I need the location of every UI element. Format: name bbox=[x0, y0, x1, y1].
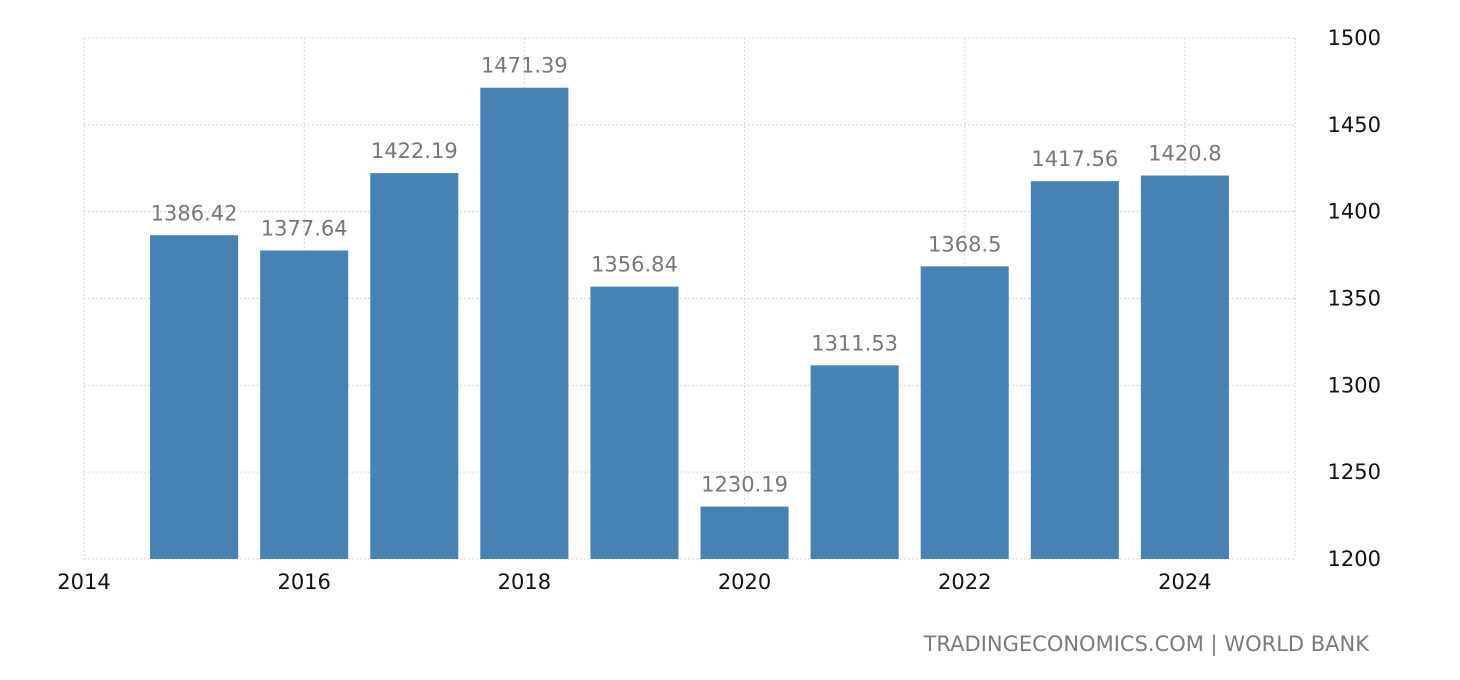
bars: 1386.42 1377.64 1422.19 1471.39 1356.84 1230.… bbox=[150, 54, 1229, 559]
bar-2018 bbox=[480, 87, 569, 559]
data-label: 1386.42 bbox=[151, 201, 238, 225]
bar-2023 bbox=[1030, 181, 1119, 559]
data-label: 1422.19 bbox=[371, 139, 458, 163]
y-tick-label: 1500 bbox=[1328, 26, 1381, 50]
data-label: 1311.53 bbox=[811, 331, 898, 355]
data-label: 1368.5 bbox=[928, 232, 1001, 256]
y-tick-label: 1400 bbox=[1328, 200, 1381, 224]
x-tick-label: 2024 bbox=[1158, 570, 1211, 594]
data-label: 1417.56 bbox=[1031, 147, 1118, 171]
x-tick-label: 2014 bbox=[57, 570, 110, 594]
bar-2024 bbox=[1140, 175, 1229, 559]
x-tick-label: 2016 bbox=[277, 570, 330, 594]
data-label: 1356.84 bbox=[591, 253, 678, 277]
x-tick-label: 2020 bbox=[718, 570, 771, 594]
y-tick-label: 1450 bbox=[1328, 113, 1381, 137]
y-tick-label: 1300 bbox=[1328, 373, 1381, 397]
y-tick-label: 1200 bbox=[1328, 547, 1381, 571]
source-label: TRADINGECONOMICS.COM | WORLD BANK bbox=[923, 632, 1371, 657]
data-label: 1230.19 bbox=[701, 473, 788, 497]
bar-2016 bbox=[260, 250, 349, 559]
data-label: 1471.39 bbox=[481, 54, 568, 78]
y-tick-label: 1350 bbox=[1328, 287, 1381, 311]
x-axis: 2014 2016 2018 2020 2022 2024 bbox=[57, 570, 1211, 594]
x-tick-label: 2018 bbox=[498, 570, 551, 594]
bar-2019 bbox=[590, 286, 679, 559]
x-tick-label: 2022 bbox=[938, 570, 991, 594]
y-tick-label: 1250 bbox=[1328, 460, 1381, 484]
bar-2015 bbox=[150, 235, 239, 559]
bar-2021 bbox=[810, 365, 899, 559]
data-label: 1377.64 bbox=[261, 216, 348, 240]
bar-2017 bbox=[370, 173, 459, 559]
y-axis: 1200 1250 1300 1350 1400 1450 1500 bbox=[1328, 26, 1381, 571]
bar-2022 bbox=[920, 266, 1009, 559]
data-label: 1420.8 bbox=[1148, 142, 1221, 166]
bar-2020 bbox=[700, 506, 789, 559]
